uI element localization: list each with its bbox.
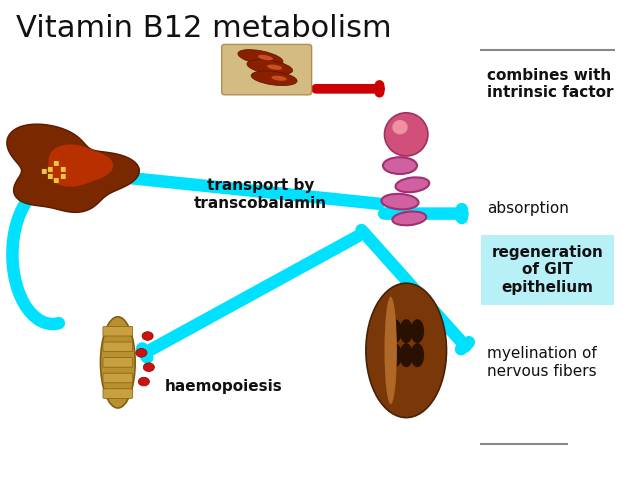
FancyBboxPatch shape (481, 235, 614, 305)
Text: ▪: ▪ (52, 174, 59, 184)
Ellipse shape (396, 177, 429, 192)
Polygon shape (49, 144, 113, 187)
Ellipse shape (388, 343, 402, 367)
Circle shape (138, 377, 150, 386)
Circle shape (142, 332, 153, 340)
FancyBboxPatch shape (103, 326, 132, 336)
Text: ▪: ▪ (59, 170, 65, 180)
Ellipse shape (410, 343, 424, 367)
Text: regeneration
of GIT
epithelium: regeneration of GIT epithelium (492, 245, 604, 295)
Ellipse shape (271, 76, 287, 81)
Ellipse shape (267, 64, 282, 70)
Text: haemopoiesis: haemopoiesis (164, 379, 282, 394)
Ellipse shape (388, 319, 402, 343)
Polygon shape (7, 124, 140, 212)
FancyBboxPatch shape (103, 389, 132, 398)
Text: ▪: ▪ (59, 163, 65, 173)
Text: combines with
intrinsic factor: combines with intrinsic factor (487, 68, 613, 100)
Ellipse shape (251, 71, 297, 85)
Text: myelination of
nervous fibers: myelination of nervous fibers (487, 346, 596, 379)
Ellipse shape (381, 194, 419, 209)
Ellipse shape (383, 157, 417, 174)
Circle shape (143, 363, 154, 372)
Text: ▪: ▪ (52, 157, 59, 167)
Ellipse shape (399, 343, 413, 367)
Text: ▪: ▪ (46, 163, 53, 173)
Ellipse shape (238, 49, 283, 66)
Ellipse shape (399, 319, 413, 343)
FancyBboxPatch shape (103, 373, 132, 383)
FancyBboxPatch shape (221, 45, 312, 95)
FancyBboxPatch shape (103, 358, 132, 367)
Ellipse shape (366, 283, 447, 418)
Ellipse shape (100, 317, 135, 408)
Text: Vitamin B12 metabolism: Vitamin B12 metabolism (15, 14, 391, 43)
FancyBboxPatch shape (103, 342, 132, 351)
Circle shape (136, 348, 147, 357)
Ellipse shape (258, 55, 273, 60)
Ellipse shape (392, 212, 426, 225)
Text: absorption: absorption (487, 201, 569, 216)
Ellipse shape (392, 120, 408, 134)
Ellipse shape (385, 297, 397, 404)
Ellipse shape (410, 319, 424, 343)
Text: ▪: ▪ (40, 166, 47, 175)
Ellipse shape (247, 60, 292, 75)
Text: transport by
transcobalamin: transport by transcobalamin (194, 178, 327, 211)
Ellipse shape (385, 113, 428, 156)
Text: ▪: ▪ (46, 170, 53, 180)
